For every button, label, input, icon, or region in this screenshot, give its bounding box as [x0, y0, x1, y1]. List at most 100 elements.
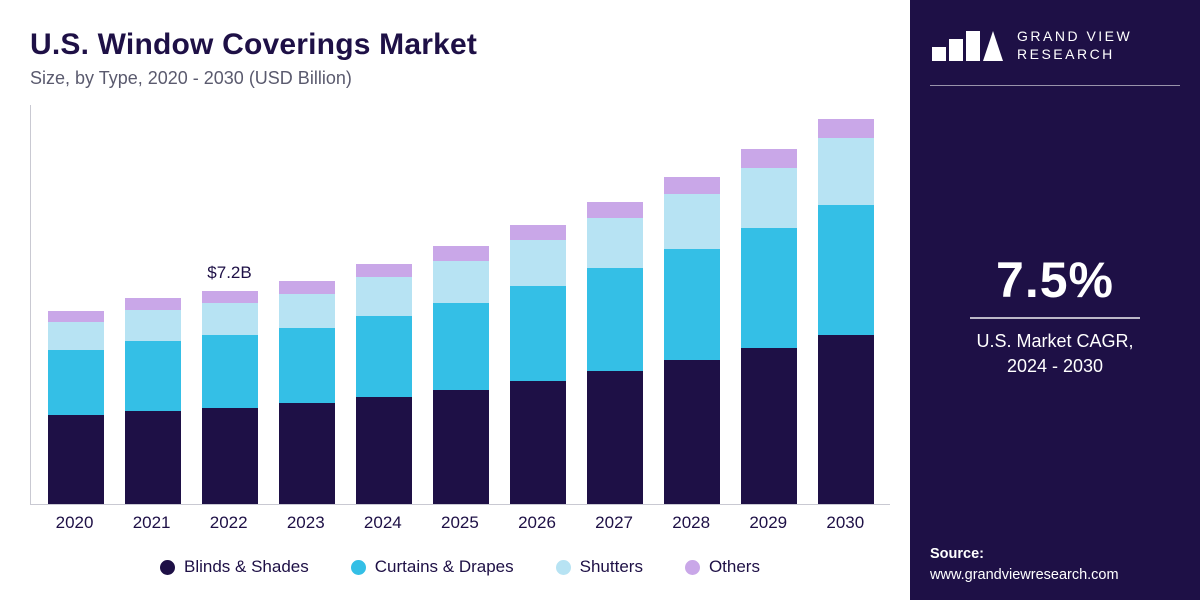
legend-label: Blinds & Shades — [184, 557, 309, 577]
bar-slot — [818, 119, 874, 504]
stacked-bar — [433, 246, 489, 504]
bar-slot — [125, 298, 181, 504]
stacked-bar — [510, 225, 566, 504]
bar-segment — [587, 371, 643, 504]
bar-segment — [279, 328, 335, 404]
logo-mark-icon — [930, 31, 1003, 61]
bar-segment — [587, 268, 643, 370]
bar-segment — [202, 335, 258, 408]
bar-segment — [125, 341, 181, 411]
bar-slot — [741, 149, 797, 504]
x-axis-label: 2027 — [586, 513, 642, 533]
bar-segment — [664, 360, 720, 504]
bar-segment — [48, 350, 104, 415]
bar-segment — [741, 228, 797, 348]
cagr-value: 7.5% — [996, 251, 1114, 309]
bars-row: $7.2B — [31, 105, 890, 504]
bar-segment — [433, 261, 489, 302]
legend-item: Curtains & Drapes — [351, 557, 514, 577]
cagr-label: U.S. Market CAGR, 2024 - 2030 — [976, 329, 1133, 379]
legend: Blinds & Shades Curtains & Drapes Shutters… — [30, 557, 890, 577]
chart-plot-area: $7.2B — [30, 105, 890, 505]
bar-segment — [510, 286, 566, 381]
stacked-bar — [818, 119, 874, 504]
x-axis-label: 2030 — [817, 513, 873, 533]
bar-segment — [818, 335, 874, 504]
stacked-bar — [279, 281, 335, 504]
legend-item: Blinds & Shades — [160, 557, 309, 577]
chart-panel: U.S. Window Coverings Market Size, by Ty… — [0, 0, 910, 600]
bar-segment — [664, 194, 720, 249]
side-panel: GRAND VIEW RESEARCH 7.5% U.S. Market CAG… — [910, 0, 1200, 600]
bar-slot — [587, 202, 643, 504]
bar-segment — [202, 303, 258, 335]
stacked-bar — [587, 202, 643, 504]
bar-segment — [741, 348, 797, 504]
bar-segment — [356, 277, 412, 316]
bar-segment — [664, 249, 720, 360]
bar-segment — [48, 322, 104, 350]
chart-title: U.S. Window Coverings Market — [30, 28, 890, 62]
stacked-bar — [125, 298, 181, 504]
bar-segment — [125, 411, 181, 504]
bar-callout: $7.2B — [207, 263, 251, 283]
x-axis-label: 2020 — [47, 513, 103, 533]
stacked-bar — [356, 264, 412, 504]
bar-segment — [587, 202, 643, 218]
stacked-bar — [202, 291, 258, 504]
x-axis-label: 2026 — [509, 513, 565, 533]
bar-segment — [510, 225, 566, 240]
bar-segment — [433, 303, 489, 390]
stacked-bar — [664, 177, 720, 504]
legend-swatch-icon — [685, 560, 700, 575]
bar-segment — [356, 316, 412, 397]
x-axis-label: 2029 — [740, 513, 796, 533]
x-axis-label: 2023 — [278, 513, 334, 533]
bar-segment — [48, 311, 104, 322]
bar-segment — [587, 218, 643, 268]
bar-slot — [356, 264, 412, 504]
bar-segment — [48, 415, 104, 504]
bar-segment — [433, 390, 489, 504]
bar-slot — [433, 246, 489, 504]
bar-slot — [48, 311, 104, 504]
bar-segment — [510, 381, 566, 504]
brand-logo: GRAND VIEW RESEARCH — [930, 28, 1180, 63]
legend-label: Others — [709, 557, 760, 577]
x-axis-label: 2021 — [124, 513, 180, 533]
x-axis-label: 2024 — [355, 513, 411, 533]
cagr-block: 7.5% U.S. Market CAGR, 2024 - 2030 — [930, 86, 1180, 544]
bar-slot — [664, 177, 720, 504]
divider — [970, 317, 1140, 319]
bar-segment — [125, 298, 181, 310]
stacked-bar — [741, 149, 797, 504]
bar-slot — [510, 225, 566, 504]
bar-segment — [125, 310, 181, 341]
source-block: Source: www.grandviewresearch.com — [930, 544, 1180, 586]
legend-swatch-icon — [160, 560, 175, 575]
source-label: Source: — [930, 544, 1180, 565]
bar-segment — [279, 281, 335, 293]
x-axis-label: 2022 — [201, 513, 257, 533]
legend-swatch-icon — [556, 560, 571, 575]
bar-slot: $7.2B — [202, 291, 258, 504]
chart-subtitle: Size, by Type, 2020 - 2030 (USD Billion) — [30, 68, 890, 89]
bar-segment — [202, 291, 258, 303]
x-axis-label: 2025 — [432, 513, 488, 533]
legend-label: Curtains & Drapes — [375, 557, 514, 577]
bar-segment — [510, 240, 566, 286]
bar-segment — [818, 205, 874, 335]
bar-segment — [279, 403, 335, 504]
x-axis-labels: 2020 2021 2022 2023 2024 2025 2026 2027 2028 2029… — [30, 505, 890, 533]
legend-item: Shutters — [556, 557, 643, 577]
bar-segment — [664, 177, 720, 194]
bar-segment — [433, 246, 489, 261]
stacked-bar — [48, 311, 104, 504]
bar-segment — [818, 119, 874, 138]
bar-segment — [818, 138, 874, 205]
bar-segment — [356, 264, 412, 278]
x-axis-label: 2028 — [663, 513, 719, 533]
bar-segment — [279, 294, 335, 328]
legend-swatch-icon — [351, 560, 366, 575]
legend-label: Shutters — [580, 557, 643, 577]
